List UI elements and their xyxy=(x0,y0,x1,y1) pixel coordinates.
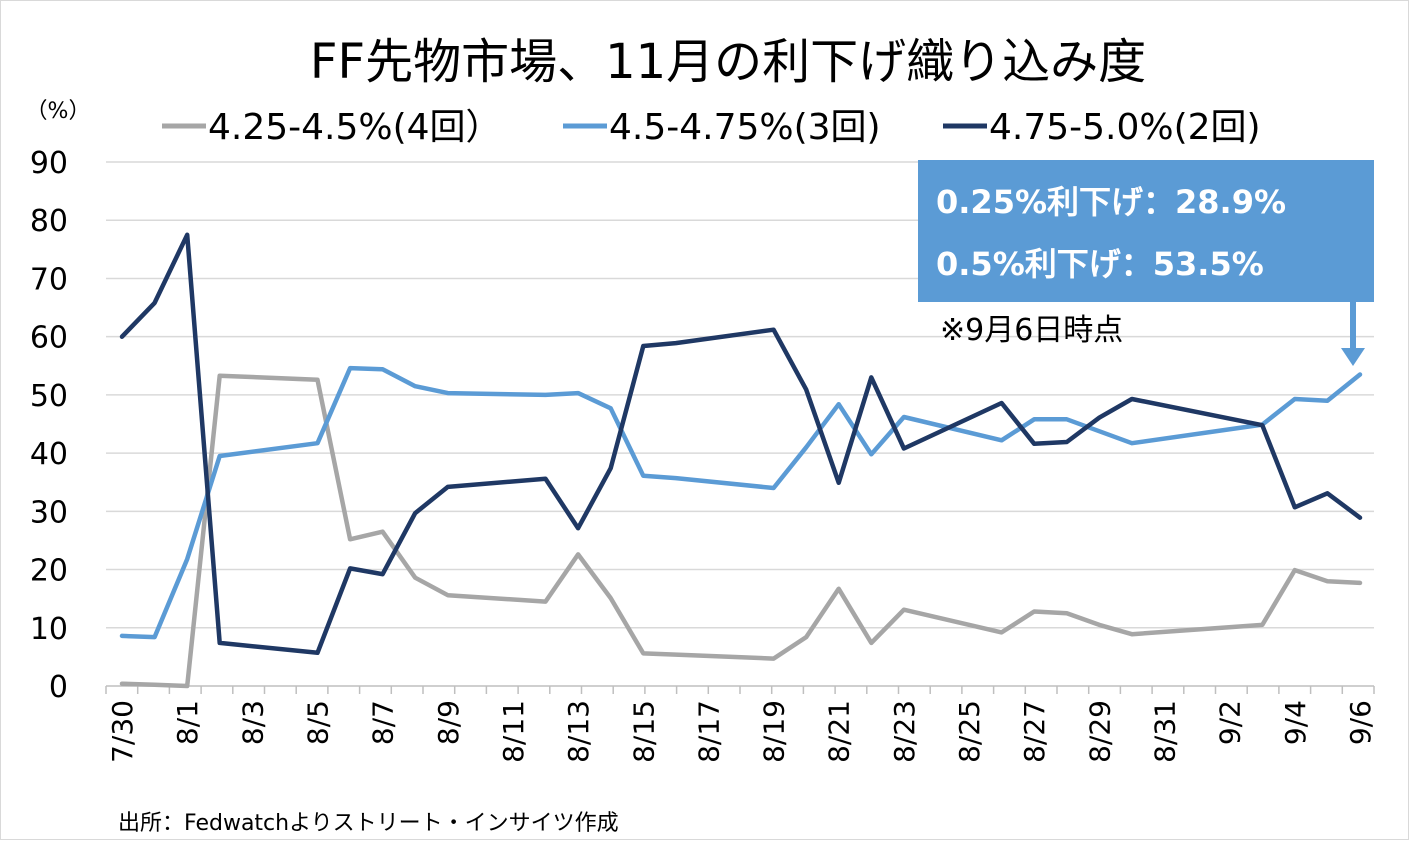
x-tick-label: 9/4 xyxy=(1279,700,1312,745)
x-tick-label: 7/30 xyxy=(106,700,139,763)
y-tick-label: 40 xyxy=(30,437,68,472)
legend-label-2: 4.5-4.75%(3回) xyxy=(609,107,881,148)
series-line-1 xyxy=(119,373,1363,689)
x-tick-label: 9/6 xyxy=(1344,700,1377,745)
y-tick-label: 90 xyxy=(30,146,68,181)
x-tick-label: 8/13 xyxy=(562,700,595,763)
y-tick-label: 50 xyxy=(30,379,68,414)
x-tick-label: 8/1 xyxy=(171,700,204,745)
annotation-line-1: 0.25%利下げ：28.9% xyxy=(936,183,1286,221)
x-tick-label: 8/5 xyxy=(301,700,334,745)
x-tick-label: 8/27 xyxy=(1018,700,1051,763)
x-tick-label: 8/17 xyxy=(692,700,725,763)
annotation-line-2: 0.5%利下げ：53.5% xyxy=(936,245,1264,283)
annotation-box xyxy=(918,160,1374,302)
x-tick-label: 8/21 xyxy=(823,700,856,763)
x-tick-label: 8/7 xyxy=(367,700,400,745)
y-tick-label: 80 xyxy=(30,204,68,239)
y-tick-label: 60 xyxy=(30,321,68,356)
x-tick-label: 8/15 xyxy=(627,700,660,763)
x-tick-label: 8/19 xyxy=(758,700,791,763)
legend: 4.25-4.5%(4回） 4.5-4.75%(3回) 4.75-5.0%(2回) xyxy=(162,107,1261,148)
x-axis: 7/30 8/1 8/3 8/5 8/7 8/9 8/11 8/13 8/15 8/17 8/19 8… xyxy=(105,685,1377,763)
x-tick-label: 8/31 xyxy=(1149,700,1182,763)
annotation-callout: 0.25%利下げ：28.9% 0.5%利下げ：53.5% xyxy=(918,160,1374,366)
y-tick-label: 20 xyxy=(30,554,68,589)
series-line-3 xyxy=(119,232,1363,656)
annotation-note: ※9月6日時点 xyxy=(940,313,1123,348)
x-tick-label: 8/23 xyxy=(888,700,921,763)
source-note: 出所：Fedwatchよりストリート・インサイツ作成 xyxy=(118,811,619,836)
y-unit-label: （%） xyxy=(26,99,91,124)
y-axis-ticks: 0 10 20 30 40 50 60 70 80 90 xyxy=(30,146,68,705)
y-tick-label: 10 xyxy=(30,612,68,647)
chart-title: FF先物市場、11月の利下げ織り込み度 xyxy=(310,34,1146,90)
annotation-arrow xyxy=(1341,302,1365,366)
x-tick-label: 8/9 xyxy=(432,700,465,745)
x-tick-label: 8/11 xyxy=(497,700,530,763)
x-tick-label: 9/2 xyxy=(1214,700,1247,745)
y-tick-label: 30 xyxy=(30,495,68,530)
series-line-2 xyxy=(119,365,1363,640)
x-tick-label: 8/25 xyxy=(953,700,986,763)
series-lines xyxy=(119,232,1363,689)
x-tick-label: 8/29 xyxy=(1083,700,1116,763)
legend-label-1: 4.25-4.5%(4回） xyxy=(208,107,502,148)
legend-label-3: 4.75-5.0%(2回) xyxy=(989,107,1261,148)
y-tick-label: 70 xyxy=(30,262,68,297)
y-tick-label: 0 xyxy=(49,670,68,705)
x-tick-label: 8/3 xyxy=(236,700,269,745)
annotation-arrow-head xyxy=(1341,348,1365,366)
